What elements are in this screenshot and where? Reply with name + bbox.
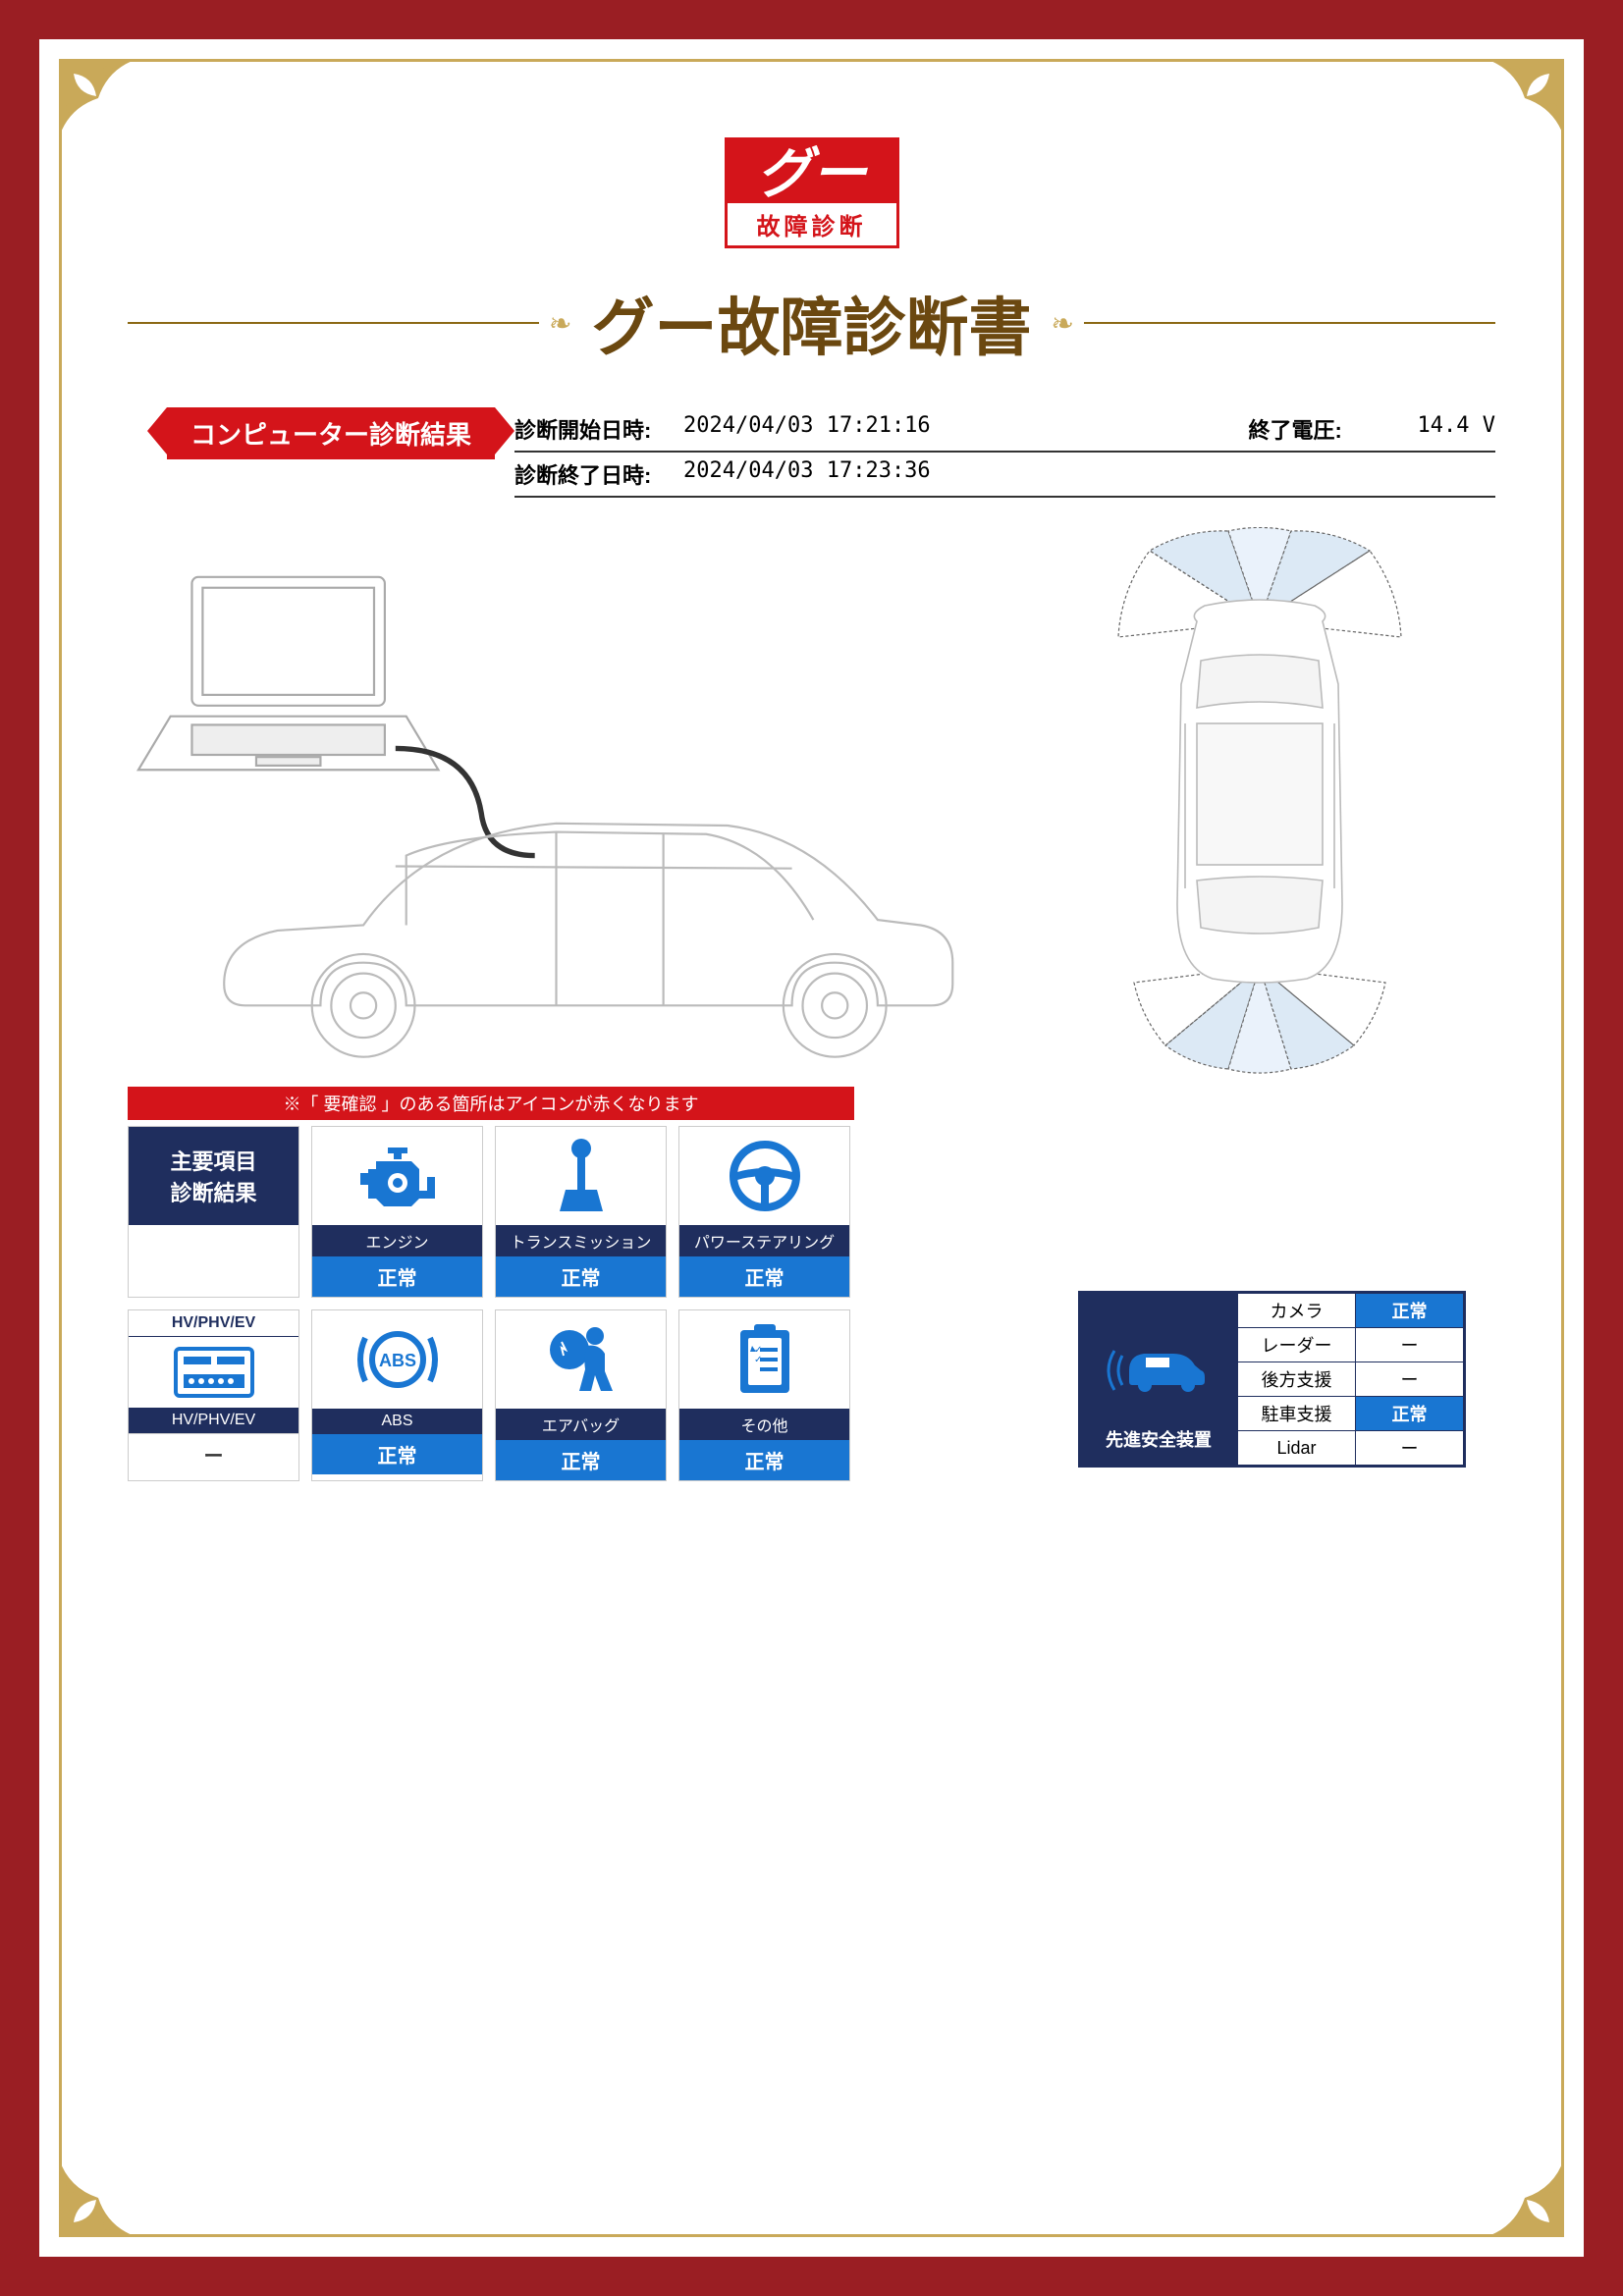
safety-item-name: Lidar <box>1238 1431 1356 1466</box>
safety-item-value: ー <box>1356 1328 1464 1362</box>
tile-header-main: 主要項目診断結果 <box>128 1126 299 1298</box>
tile-label: トランスミッション <box>496 1225 666 1256</box>
page-content: グー 故障診断 ❧ グー故障診断書 ❧ コンピューター診断結果 診断開始日時: <box>69 69 1554 1521</box>
tile-abs: ABSABS正常 <box>311 1309 483 1481</box>
tile-status: 正常 <box>496 1256 666 1297</box>
tile-label: HV/PHV/EV <box>129 1408 298 1433</box>
car-top-illustration <box>1024 527 1495 1077</box>
safety-table: カメラ正常レーダーー後方支援ー駐車支援正常Lidarー <box>1237 1293 1464 1466</box>
end-label: 診断終了日時: <box>514 458 672 490</box>
inner-frame: グー 故障診断 ❧ グー故障診断書 ❧ コンピューター診断結果 診断開始日時: <box>39 39 1584 2257</box>
logo-brand: グー <box>728 140 896 203</box>
safety-equipment-table: 先進安全装置 カメラ正常レーダーー後方支援ー駐車支援正常Lidarー <box>1078 1291 1466 1468</box>
safety-item-value: 正常 <box>1356 1294 1464 1328</box>
clipboard-icon: ✓✓ <box>679 1310 849 1409</box>
abs-icon: ABS <box>312 1310 482 1409</box>
document-title: グー故障診断書 <box>582 278 1042 368</box>
logo-subtitle: 故障診断 <box>728 203 896 245</box>
tile-status: 正常 <box>679 1256 849 1297</box>
safety-item-value: 正常 <box>1356 1397 1464 1431</box>
illustration-row <box>128 527 1495 1077</box>
diag-grid: 主要項目診断結果エンジン正常トランスミッション正常パワーステアリング正常HV/P… <box>128 1126 854 1481</box>
safety-row: カメラ正常 <box>1238 1294 1464 1328</box>
svg-text:ABS: ABS <box>378 1351 415 1370</box>
tile-label: ABS <box>312 1409 482 1434</box>
safety-row: Lidarー <box>1238 1431 1464 1466</box>
start-value: 2024/04/03 17:21:16 <box>683 413 931 445</box>
safety-row: 後方支援ー <box>1238 1362 1464 1397</box>
transmission-icon <box>496 1127 666 1225</box>
meta-row: コンピューター診断結果 診断開始日時: 2024/04/03 17:21:16 … <box>128 407 1495 498</box>
safety-item-name: レーダー <box>1238 1328 1356 1362</box>
outer-frame: グー 故障診断 ❧ グー故障診断書 ❧ コンピューター診断結果 診断開始日時: <box>0 0 1623 2296</box>
safety-item-value: ー <box>1356 1362 1464 1397</box>
tile-steering: パワーステアリング正常 <box>678 1126 850 1298</box>
tile-status: 正常 <box>312 1256 482 1297</box>
logo-box: グー 故障診断 <box>725 137 899 248</box>
tile-label: その他 <box>679 1409 849 1440</box>
logo-block: グー 故障診断 <box>128 137 1495 248</box>
safety-row: レーダーー <box>1238 1328 1464 1362</box>
engine-icon <box>312 1127 482 1225</box>
end-value: 2024/04/03 17:23:36 <box>683 458 931 490</box>
airbag-icon <box>496 1310 666 1409</box>
tile-label: エアバッグ <box>496 1409 666 1440</box>
car-side-illustration <box>128 527 985 1077</box>
tile-engine: エンジン正常 <box>311 1126 483 1298</box>
diag-note: ※「 要確認 」のある箇所はアイコンが赤くなります <box>128 1087 854 1120</box>
svg-text:✓: ✓ <box>754 1355 762 1365</box>
tile-airbag: エアバッグ正常 <box>495 1309 667 1481</box>
steering-icon <box>679 1127 849 1225</box>
safety-item-name: 後方支援 <box>1238 1362 1356 1397</box>
tile-header-text: 主要項目診断結果 <box>129 1127 298 1225</box>
safety-item-value: ー <box>1356 1431 1464 1466</box>
tile-hv: HV/PHV/EVHV/PHV/EVー <box>128 1309 299 1481</box>
meta-fields: 診断開始日時: 2024/04/03 17:21:16 終了電圧: 14.4 V… <box>514 407 1495 498</box>
tile-label: パワーステアリング <box>679 1225 849 1256</box>
tile-status: 正常 <box>312 1434 482 1474</box>
safety-header: 先進安全装置 <box>1106 1420 1212 1458</box>
meta-start-row: 診断開始日時: 2024/04/03 17:21:16 終了電圧: 14.4 V <box>514 407 1495 453</box>
title-line-left <box>128 322 539 324</box>
section-header: コンピューター診断結果 <box>167 407 495 459</box>
tile-clipboard: ✓✓その他正常 <box>678 1309 850 1481</box>
tile-status: 正常 <box>679 1440 849 1480</box>
hv-icon <box>129 1337 298 1408</box>
corner-ornament-br <box>1486 2159 1564 2237</box>
title-ornament-right: ❧ <box>1052 307 1074 340</box>
voltage-label: 終了電圧: <box>1249 413 1406 445</box>
safety-left-panel: 先進安全装置 <box>1080 1293 1237 1466</box>
tile-label: エンジン <box>312 1225 482 1256</box>
voltage-value: 14.4 V <box>1418 413 1495 445</box>
tile-status: 正常 <box>496 1440 666 1480</box>
title-ornament-left: ❧ <box>549 307 571 340</box>
corner-ornament-bl <box>59 2159 137 2237</box>
meta-end-row: 診断終了日時: 2024/04/03 17:23:36 <box>514 453 1495 498</box>
start-label: 診断開始日時: <box>514 413 672 445</box>
safety-row: 駐車支援正常 <box>1238 1397 1464 1431</box>
safety-item-name: 駐車支援 <box>1238 1397 1356 1431</box>
tile-transmission: トランスミッション正常 <box>495 1126 667 1298</box>
title-row: ❧ グー故障診断書 ❧ <box>128 278 1495 368</box>
title-line-right <box>1084 322 1495 324</box>
tile-top-label: HV/PHV/EV <box>129 1310 298 1337</box>
tile-status: ー <box>129 1433 298 1474</box>
safety-item-name: カメラ <box>1238 1294 1356 1328</box>
car-sensor-icon <box>1105 1301 1213 1420</box>
